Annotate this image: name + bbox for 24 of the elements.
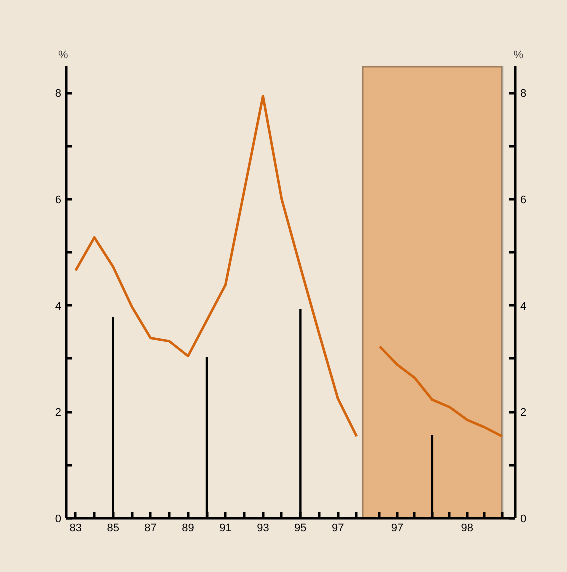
x-tick-label: 97 <box>391 522 404 534</box>
y2-tick-label: 4 <box>520 300 527 313</box>
x-tick-label: 85 <box>107 522 120 534</box>
y-tick-label: 0 <box>55 514 62 526</box>
y-tick-label: 8 <box>55 88 62 100</box>
y2-tick-label: 6 <box>520 194 527 206</box>
line-series <box>74 95 358 438</box>
x-tick-label: 89 <box>182 522 194 534</box>
x-tick-label: 93 <box>257 522 270 534</box>
y-tick-label: 6 <box>55 194 62 206</box>
x-tick-label: 83 <box>70 522 82 534</box>
y2-tick-label: 2 <box>520 407 527 420</box>
x-tick-label: 97 <box>332 522 344 534</box>
y-tick-label: 4 <box>55 300 62 313</box>
y2-tick-label: 8 <box>520 88 527 100</box>
y-tick-label: 2 <box>55 407 62 420</box>
x-tick-label: 98 <box>461 522 474 534</box>
y2-axis-title: % <box>514 50 524 62</box>
x-tick-label: 95 <box>294 522 307 534</box>
line-series <box>378 345 504 438</box>
y-axis-title: % <box>58 50 68 62</box>
x-tick-label: 91 <box>220 522 232 534</box>
x-tick-label: 87 <box>144 522 157 534</box>
y2-tick-label: 0 <box>520 514 527 526</box>
